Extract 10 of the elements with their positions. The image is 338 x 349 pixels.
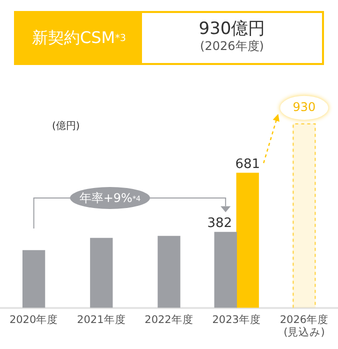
x-tick-label: 2026年度 (見込み) (280, 312, 329, 338)
x-tick-label: 2023年度 (212, 312, 261, 326)
x-tick-label: 2022年度 (144, 312, 194, 326)
data-label: 382 (207, 216, 232, 232)
x-tick-label: 2021年度 (77, 312, 126, 326)
x-tick-label: 2020年度 (9, 312, 58, 326)
data-label: 681 (235, 156, 260, 172)
y-axis-title: (億円) (52, 120, 80, 133)
chart-subtitle: 930億円 (2026年度) (198, 19, 266, 55)
data-label: 930 (292, 100, 316, 114)
